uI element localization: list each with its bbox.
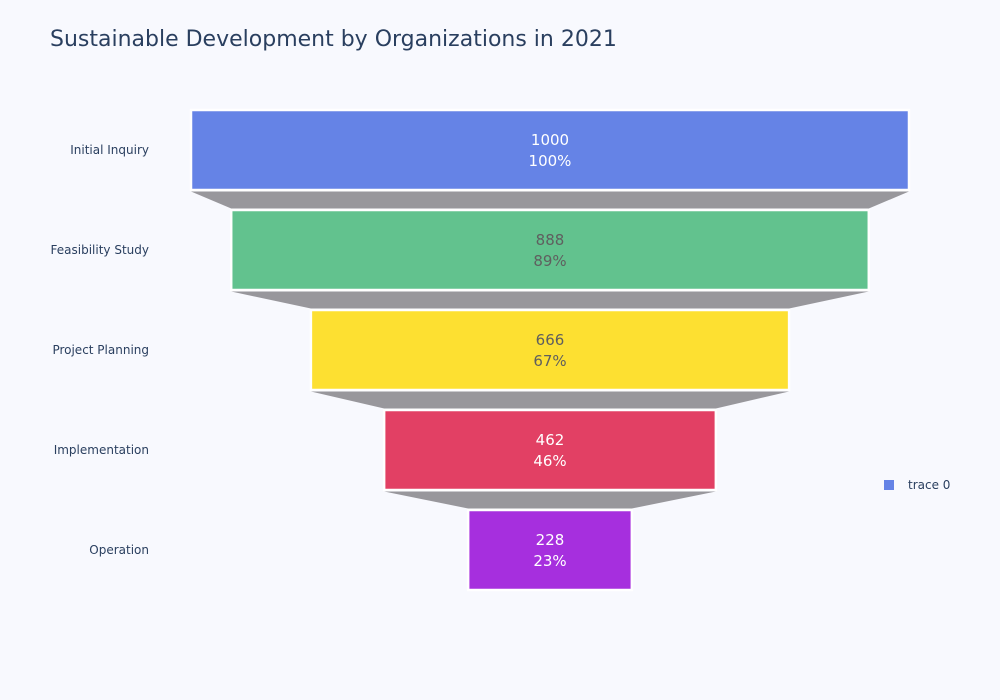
percent-label: 89% — [533, 252, 566, 270]
percent-label: 23% — [533, 552, 566, 570]
category-label: Implementation — [54, 443, 149, 457]
funnel-bar — [309, 308, 791, 392]
funnel-connectors — [191, 191, 909, 509]
legend-label: trace 0 — [908, 478, 951, 492]
funnel-connector — [191, 191, 909, 209]
category-label: Project Planning — [52, 343, 149, 357]
value-label: 1000 — [531, 131, 569, 149]
funnel-bar — [466, 508, 634, 592]
value-label: 666 — [536, 331, 565, 349]
percent-label: 67% — [533, 352, 566, 370]
value-label: 228 — [536, 531, 565, 549]
funnel-bar — [229, 208, 871, 292]
category-label: Initial Inquiry — [70, 143, 149, 157]
category-label: Feasibility Study — [51, 243, 149, 257]
funnel-bar — [189, 108, 911, 192]
funnel-bars — [189, 108, 911, 592]
funnel-connector — [384, 491, 716, 509]
funnel-category-labels: Initial Inquiry Feasibility Study Project … — [51, 143, 149, 557]
chart-title: Sustainable Development by Organizations… — [50, 27, 617, 52]
funnel-bar — [382, 408, 718, 492]
funnel-connector — [310, 391, 790, 409]
funnel-value-labels: 1000 100% 888 89% 666 67% 462 46% 228 23% — [529, 131, 572, 570]
percent-label: 46% — [533, 452, 566, 470]
category-label: Operation — [89, 543, 149, 557]
legend[interactable]: trace 0 — [884, 478, 950, 492]
funnel-connector — [231, 291, 869, 309]
value-label: 462 — [536, 431, 565, 449]
legend-swatch — [884, 480, 894, 490]
value-label: 888 — [536, 231, 565, 249]
percent-label: 100% — [529, 152, 572, 170]
